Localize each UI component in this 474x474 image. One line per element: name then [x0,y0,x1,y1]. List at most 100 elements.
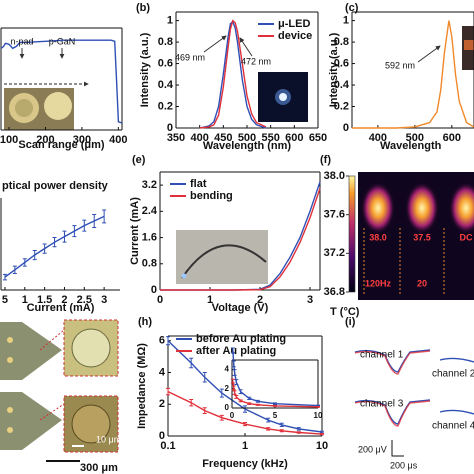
error-bar [52,237,57,248]
y-tick-label: 37.6 [324,209,345,221]
error-bar [166,387,170,396]
error-bar [243,405,247,413]
x-axis-label: Scan range (μm) [18,139,105,151]
y-axis-label: Impedance (MΩ) [136,343,148,429]
panel-label: (c) [345,2,359,14]
y-tick-label: 0.4 [334,79,350,91]
y-tick-label: 0.2 [334,100,349,112]
legend-label: device [278,30,312,42]
x-tick-label: 650 [309,132,327,144]
error-bar [189,398,194,407]
channel-label: channel 4 [432,421,474,432]
error-bar [320,430,324,434]
thermal-images [358,172,474,300]
y-tick-label: 2 [159,398,165,410]
error-bar [279,422,284,427]
chart-title: ptical power density [2,180,109,192]
x-tick-label: 400 [369,132,387,144]
x-tick-label: 1 [242,440,248,452]
y-tick-label: 0.6 [334,57,349,69]
x-axis-label: Current (mA) [27,302,95,314]
error-bar [231,360,236,368]
x-tick-label: 450 [214,132,232,144]
x-tick-label: 500 [406,132,424,144]
error-bar [82,219,87,232]
y-tick-label: 4 [159,366,166,378]
error-bar [266,417,271,423]
x-tick-label: 5 [2,294,8,306]
error-bar [316,405,320,408]
x-tick-label: 500 [238,132,256,144]
error-bar [219,414,224,421]
error-bar [202,372,207,383]
error-bar [243,422,247,427]
y-tick-label: 2.4 [142,205,158,217]
error-bar [238,389,243,395]
x-axis-label: Wavelength (nm) [203,140,292,152]
error-bar [22,258,27,267]
x-tick-label: 100 [0,134,18,146]
y-axis-label: Intensity (a.u.) [139,32,151,107]
annotation: 592 nm [385,60,415,70]
x-tick-label: 1.5 [37,294,52,306]
scale-inset: 10 μm [96,434,121,444]
x-tick-label: 1 [22,294,28,306]
error-bar [273,404,277,407]
legend-label: after Au plating [196,345,276,357]
legend-label: flat [190,178,207,190]
data-line [352,20,474,129]
error-bar [230,378,235,384]
y-tick-label: 0.2 [158,100,173,112]
annotation: 37.5 [413,232,431,242]
y-tick-label: 3.2 [142,179,157,191]
error-bar [296,427,301,431]
x-tick-label: 600 [443,132,461,144]
x-tick-label: 0 [157,294,163,306]
data-line [0,39,123,124]
error-bar [12,265,17,274]
led-photo [203,35,308,122]
x-axis-label: Frequency (kHz) [202,458,288,470]
x-tick-label: 10 [316,440,328,452]
colorbar [348,175,356,293]
x-tick-label: 200 [36,134,54,146]
y-tick-label: 0 [151,284,157,296]
error-bar [238,399,243,403]
channel-label: channel 2 [432,369,474,380]
x-tick-label: 0 [230,411,235,420]
orange-photo [417,26,474,70]
x-tick-label: 2 [61,294,67,306]
data-line [232,350,319,407]
x-tick-label: 0.1 [160,440,175,452]
error-bar [247,396,252,401]
error-bar [230,347,235,354]
y-tick-label: 0 [225,403,230,412]
scale-x-label: 200 μs [390,460,418,470]
x-tick-label: 600 [285,132,303,144]
y-tick-label: 2 [225,384,230,393]
error-bar [279,429,284,433]
error-bar [202,407,207,414]
y-tick-label: 0 [167,122,173,134]
x-tick-label: 550 [261,132,279,144]
panel-label: (e) [132,154,146,166]
waveforms [354,349,474,457]
annotation: 120Hz [365,278,392,288]
x-tick-label: 1 [207,294,213,306]
error-bar [273,402,277,405]
error-bar [247,402,252,405]
y-tick-label: 1.6 [142,231,157,243]
x-tick-label: 3 [307,294,313,306]
error-bar [234,379,239,385]
annotation: 38.0 [369,232,387,242]
error-bar [316,404,320,407]
error-bar [102,209,107,224]
error-bar [92,214,97,228]
error-bar [72,225,77,238]
error-bar [232,390,237,395]
x-axis-label: Voltage (V) [212,302,269,314]
x-tick-label: 350 [167,132,185,144]
x-tick-label: 3 [101,294,107,306]
error-bar [166,336,170,346]
bending-photo [176,230,268,284]
